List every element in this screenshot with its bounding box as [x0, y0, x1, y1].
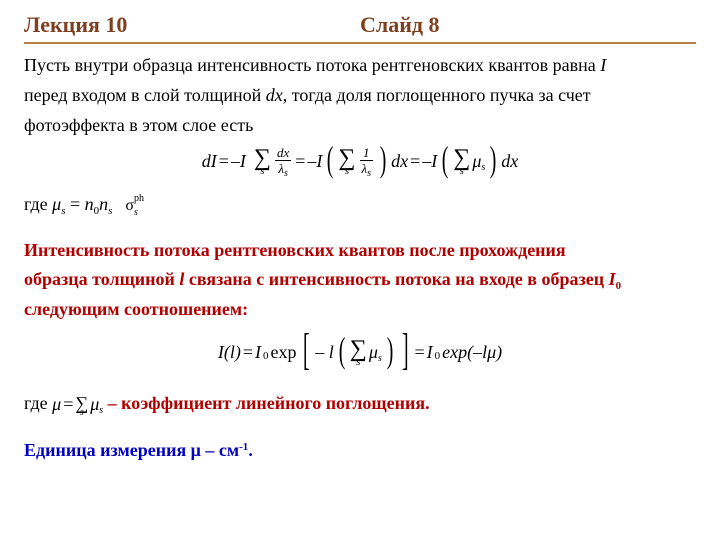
sigma-ph-icon: σphs: [125, 197, 134, 214]
I-of-l: I(l): [218, 343, 241, 361]
equals: =: [410, 152, 420, 170]
paren-close-icon: ): [380, 145, 387, 173]
minus-I: –I: [231, 152, 246, 170]
sum-icon: ∑s: [75, 395, 88, 416]
text: где: [24, 194, 52, 214]
sum-icon: ∑s: [338, 147, 355, 175]
text: – коэффициент линейного поглощения.: [108, 393, 430, 413]
frac-1-lambda: 1 λs: [358, 146, 376, 177]
sum-icon: ∑s: [350, 338, 367, 366]
var-I: I: [600, 55, 606, 75]
paren-close-icon: ): [490, 145, 497, 173]
text: , тогда доля поглощенного пучка за счет: [283, 85, 591, 105]
red-line-2: образца толщиной l связана с интенсивнос…: [24, 266, 696, 294]
slide-number: Слайд 8: [360, 12, 696, 38]
dx: dx: [501, 152, 518, 170]
text: перед входом в слой толщиной: [24, 85, 266, 105]
minus-I: –I: [307, 152, 322, 170]
mu-s: μs: [369, 343, 382, 361]
equals: =: [295, 152, 305, 170]
intro-line-1: Пусть внутри образца интенсивность поток…: [24, 52, 696, 80]
equation-1: dI = –I ∑s dx λs = –I ( ∑s 1 λs ) dx: [24, 146, 696, 177]
I0: I: [427, 343, 433, 361]
text: связана с интенсивность потока на входе …: [184, 269, 608, 289]
dx: dx: [391, 152, 408, 170]
equation-2: I(l) = I0 exp [ – l ( ∑s μs ) ] = I0 exp…: [24, 334, 696, 370]
exp-result: exp(–lμ): [442, 343, 502, 361]
equals: =: [219, 152, 229, 170]
mu-s: μs: [472, 152, 485, 170]
exponent: -1: [239, 441, 248, 453]
I0: I: [255, 343, 261, 361]
where-1: где μs = n0ns σphs: [24, 191, 696, 219]
bracket-close-icon: ]: [402, 332, 409, 368]
dI: dI: [202, 152, 217, 170]
unit-line: Единица измерения μ – см-1.: [24, 437, 696, 465]
frac-dx-lambda: dx λs: [273, 146, 293, 177]
minus-l: – l: [315, 343, 334, 361]
var-dx: dx: [266, 85, 283, 105]
paren-open-icon: (: [338, 336, 345, 364]
text: Единица измерения μ – см: [24, 440, 239, 460]
var-I0: I: [609, 269, 616, 289]
intro-line-3: фотоэффекта в этом слое есть: [24, 112, 696, 140]
bracket-open-icon: [: [303, 332, 310, 368]
paren-close-icon: ): [386, 336, 393, 364]
paren-open-icon: (: [442, 145, 449, 173]
red-line-3: следующим соотношением:: [24, 296, 696, 324]
text: фотоэффекта в этом слое есть: [24, 115, 253, 135]
where-2: где μ = ∑s μs – коэффициент линейного по…: [24, 390, 696, 419]
text: Пусть внутри образца интенсивность поток…: [24, 55, 600, 75]
red-line-1: Интенсивность потока рентгеновских квант…: [24, 237, 696, 265]
text: образца толщиной: [24, 269, 179, 289]
intro-line-2: перед входом в слой толщиной dx, тогда д…: [24, 82, 696, 110]
paren-open-icon: (: [327, 145, 334, 173]
sum-icon: ∑s: [453, 147, 470, 175]
text: .: [248, 440, 253, 460]
sum-icon: ∑s: [254, 147, 271, 175]
lecture-number: Лекция 10: [24, 12, 360, 38]
slide-header: Лекция 10 Слайд 8: [24, 12, 696, 44]
text: где: [24, 393, 52, 413]
minus-I: –I: [422, 152, 437, 170]
